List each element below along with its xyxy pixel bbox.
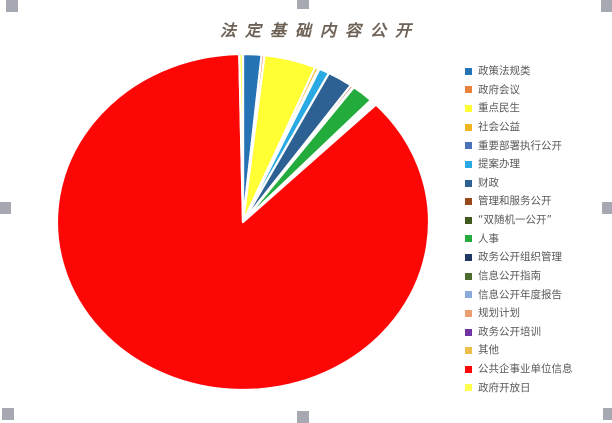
pie-slice-18[interactable] — [238, 52, 245, 224]
legend-swatch-icon — [465, 198, 472, 206]
selection-handle-top-left[interactable] — [6, 0, 18, 12]
legend-swatch-icon — [465, 179, 472, 187]
legend-item-8[interactable]: 管理和服务公开 — [465, 192, 573, 211]
legend-swatch-icon — [465, 347, 472, 355]
legend-swatch-icon — [465, 216, 472, 224]
legend-label: 政务公开组织管理 — [478, 251, 562, 264]
legend-item-12[interactable]: 信息公开指南 — [465, 267, 573, 286]
legend-label: 规划计划 — [478, 307, 520, 320]
legend-item-11[interactable]: 政务公开组织管理 — [465, 248, 573, 267]
legend-label: 人事 — [478, 232, 499, 245]
selection-handle-bottom-center[interactable] — [297, 411, 309, 423]
legend-item-10[interactable]: 人事 — [465, 230, 573, 249]
legend-item-15[interactable]: 政务公开培训 — [465, 323, 573, 342]
legend-swatch-icon — [465, 160, 472, 168]
legend-swatch-icon — [465, 67, 472, 75]
legend-label: 重要部署执行公开 — [478, 139, 562, 152]
legend-swatch-icon — [465, 86, 472, 94]
legend-item-14[interactable]: 规划计划 — [465, 304, 573, 323]
legend-swatch-icon — [465, 123, 472, 131]
legend-label: 其他 — [478, 344, 499, 357]
legend-swatch-icon — [465, 235, 472, 243]
legend-label: 公共企事业单位信息 — [478, 363, 573, 376]
selection-handle-middle-left[interactable] — [0, 202, 11, 214]
legend-item-9[interactable]: “双随机一公开” — [465, 211, 573, 230]
legend-label: 信息公开年度报告 — [478, 288, 562, 301]
legend-swatch-icon — [465, 272, 472, 280]
legend-swatch-icon — [465, 384, 472, 392]
legend-item-18[interactable]: 政府开放日 — [465, 379, 573, 398]
legend-swatch-icon — [465, 291, 472, 299]
legend-item-1[interactable]: 政策法规类 — [465, 62, 573, 81]
legend-swatch-icon — [465, 328, 472, 336]
legend-item-17[interactable]: 公共企事业单位信息 — [465, 360, 573, 379]
legend-label: 财政 — [478, 176, 499, 189]
legend-item-4[interactable]: 社会公益 — [465, 118, 573, 137]
legend-swatch-icon — [465, 142, 472, 150]
legend-item-16[interactable]: 其他 — [465, 341, 573, 360]
legend-label: 政策法规类 — [478, 65, 531, 78]
legend-label: 政务公开培训 — [478, 325, 541, 338]
legend-label: 政府会议 — [478, 83, 520, 96]
legend-label: 管理和服务公开 — [478, 195, 552, 208]
legend-label: 信息公开指南 — [478, 269, 541, 282]
legend-item-5[interactable]: 重要部署执行公开 — [465, 137, 573, 156]
chart-title[interactable]: 法定基础内容公开 — [219, 21, 420, 40]
legend-swatch-icon — [465, 254, 472, 262]
selection-handle-bottom-right[interactable] — [603, 408, 612, 420]
legend-label: 政府开放日 — [478, 381, 531, 394]
legend-swatch-icon — [465, 309, 472, 317]
legend-label: “双随机一公开” — [478, 214, 552, 227]
legend-item-6[interactable]: 提案办理 — [465, 155, 573, 174]
selection-handle-middle-right[interactable] — [602, 202, 612, 214]
legend-swatch-icon — [465, 105, 472, 113]
chart-legend: 政策法规类政府会议重点民生社会公益重要部署执行公开 提案办理财政管理和服务公开 “双… — [465, 62, 573, 397]
legend-item-13[interactable]: 信息公开年度报告 — [465, 286, 573, 305]
selection-handle-bottom-left[interactable] — [2, 408, 14, 420]
legend-label: 社会公益 — [478, 120, 520, 133]
legend-label: 重点民生 — [478, 102, 520, 115]
selection-handle-top-center[interactable] — [297, 0, 309, 9]
legend-label: 提案办理 — [478, 158, 520, 171]
legend-swatch-icon — [465, 365, 472, 373]
legend-item-7[interactable]: 财政 — [465, 174, 573, 193]
legend-item-3[interactable]: 重点民生 — [465, 99, 573, 118]
selection-handle-top-right[interactable] — [601, 0, 612, 12]
legend-item-2[interactable]: 政府会议 — [465, 81, 573, 100]
